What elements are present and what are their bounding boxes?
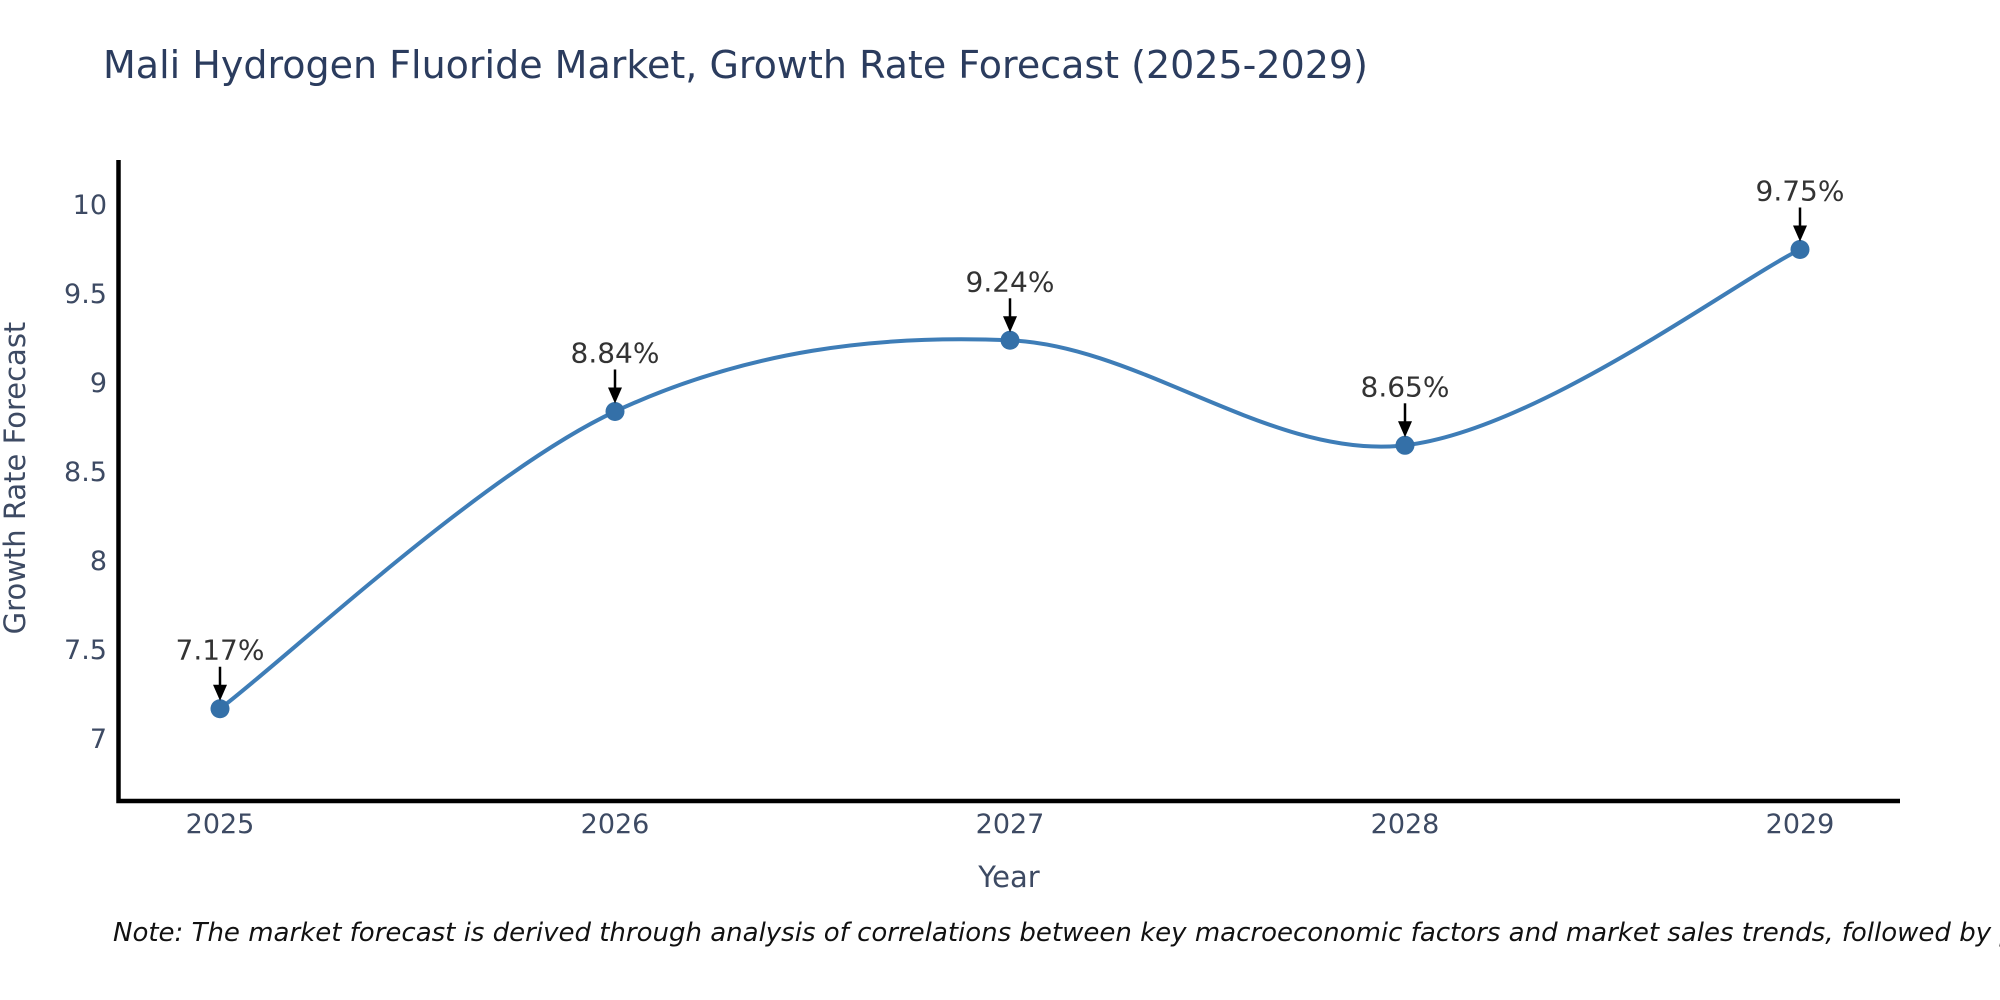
x-tick-2025: 2025 xyxy=(186,809,255,840)
data-point-2025 xyxy=(210,699,230,719)
y-tick-7.5: 7.5 xyxy=(64,635,107,666)
x-tick-2029: 2029 xyxy=(1766,809,1835,840)
x-tick-2027: 2027 xyxy=(976,809,1045,840)
footnote: Note: The market forecast is derived thr… xyxy=(113,918,2000,948)
y-tick-8: 8 xyxy=(90,546,107,577)
y-axis-label: Growth Rate Forecast xyxy=(0,322,32,635)
annotation-label-2027: 9.24% xyxy=(966,265,1055,298)
x-tick-2026: 2026 xyxy=(581,809,650,840)
data-point-2029 xyxy=(1790,240,1810,259)
data-point-2026 xyxy=(605,401,625,421)
x-axis-label: Year xyxy=(977,860,1039,894)
axes-spines xyxy=(116,160,1900,804)
chart-title: Mali Hydrogen Fluoride Market, Growth Ra… xyxy=(103,43,1368,87)
y-tick-9.5: 9.5 xyxy=(64,279,107,310)
annotation-arrowhead-icon xyxy=(1793,225,1807,242)
x-tick-labels: 2025 2026 2027 2028 2029 xyxy=(186,809,1835,840)
y-tick-10: 10 xyxy=(73,190,107,221)
y-tick-8.5: 8.5 xyxy=(64,457,107,488)
annotation-arrowhead-icon xyxy=(1398,421,1412,438)
annotation-arrowhead-icon xyxy=(213,684,227,701)
annotation-arrowhead-icon xyxy=(608,387,622,404)
annotation-label-2026: 8.84% xyxy=(571,336,660,369)
data-point-2028 xyxy=(1395,435,1415,455)
data-point-2027 xyxy=(1000,330,1020,350)
y-tick-9: 9 xyxy=(90,368,107,399)
annotation-arrowhead-icon xyxy=(1003,316,1017,333)
annotations-group: 7.17% 8.84% 9.24% 8.65% 9.75% xyxy=(176,175,1845,701)
annotation-label-2028: 8.65% xyxy=(1361,370,1450,403)
x-tick-2028: 2028 xyxy=(1371,809,1440,840)
annotation-label-2025: 7.17% xyxy=(176,634,265,667)
y-tick-7: 7 xyxy=(90,724,107,755)
annotation-label-2029: 9.75% xyxy=(1756,175,1845,208)
markers-group xyxy=(210,240,1810,719)
y-tick-labels: 7 7.5 8 8.5 9 9.5 10 xyxy=(64,190,107,755)
